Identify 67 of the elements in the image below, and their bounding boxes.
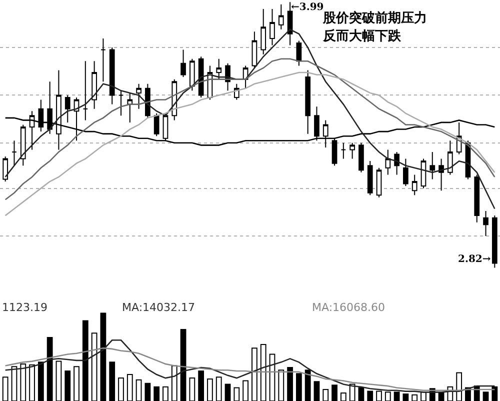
- bar: [287, 366, 293, 401]
- bar: [224, 384, 231, 401]
- bar: [109, 362, 116, 401]
- candlestick: [492, 215, 498, 268]
- candlestick: [118, 90, 124, 116]
- candlestick: [376, 167, 382, 198]
- bar: [154, 386, 160, 401]
- candlestick: [260, 8, 266, 55]
- bar: [402, 393, 409, 401]
- candlestick: [474, 174, 480, 223]
- candlestick: [2, 156, 8, 182]
- candlestick: [127, 92, 133, 123]
- candlestick: [180, 49, 186, 78]
- candlestick: [412, 174, 418, 196]
- annotation: MA:16068.60: [312, 301, 386, 314]
- candlestick: [82, 60, 88, 121]
- candlestick: [358, 142, 364, 173]
- bar: [180, 329, 186, 401]
- candlestick: [92, 60, 97, 110]
- bar: [46, 336, 53, 401]
- bar: [198, 370, 204, 401]
- candlestick: [252, 31, 258, 68]
- annotation: 1123.19: [2, 301, 48, 314]
- candlestick: [136, 83, 142, 110]
- annotation: 2.82→: [458, 254, 492, 265]
- candlestick: [189, 58, 195, 92]
- bar: [438, 392, 444, 401]
- bar: [492, 386, 498, 401]
- candlestick: [154, 112, 160, 137]
- bar: [100, 312, 106, 401]
- bar: [332, 384, 338, 401]
- candlestick: [340, 142, 346, 160]
- bar: [367, 390, 374, 401]
- candlestick: [270, 8, 275, 46]
- candlestick: [483, 210, 488, 236]
- candlestick: [430, 151, 436, 180]
- bar: [38, 362, 44, 401]
- annotation: ←3.99: [291, 2, 324, 13]
- annotation: 股价突破前期压力: [322, 10, 427, 26]
- bar: [82, 320, 88, 401]
- candlestick: [403, 158, 408, 187]
- bar: [64, 370, 71, 401]
- candlestick: [287, 2, 293, 46]
- candlestick: [216, 58, 222, 80]
- candlestick: [305, 70, 311, 134]
- candlestick: [64, 94, 70, 123]
- candlestick: [385, 149, 391, 176]
- candlestick: [109, 47, 115, 105]
- candlestick: [448, 140, 453, 176]
- bar: [144, 382, 151, 401]
- candlestick: [100, 38, 106, 82]
- candlestick: [198, 56, 204, 98]
- bar: [482, 392, 489, 401]
- candlestick: [278, 4, 284, 30]
- annotation: MA:14032.17: [122, 301, 196, 314]
- candlestick: [20, 124, 26, 166]
- annotation: 反而大幅下跌: [322, 28, 402, 44]
- candlestick: [12, 140, 17, 166]
- bar: [394, 392, 400, 401]
- candlestick: [438, 158, 444, 192]
- bar: [296, 373, 302, 401]
- candlestick: [367, 160, 373, 196]
- bar: [314, 381, 320, 401]
- bar: [358, 387, 364, 401]
- bar: [304, 370, 311, 401]
- candlestick: [350, 142, 355, 160]
- candlestick: [394, 151, 400, 176]
